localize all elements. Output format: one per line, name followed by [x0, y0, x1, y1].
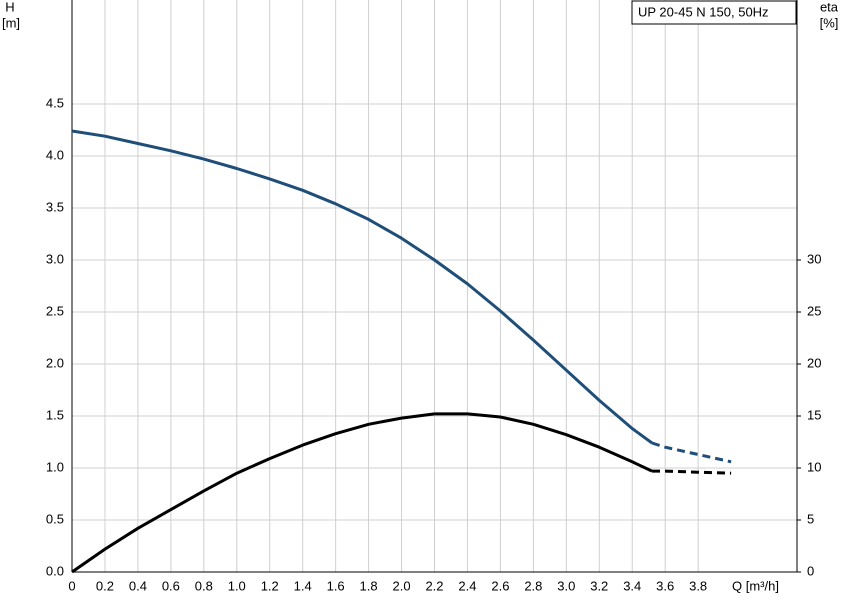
x-tick-label: 0.4: [129, 578, 147, 593]
x-tick-label: 0.2: [96, 578, 114, 593]
x-tick-label: 3.8: [689, 578, 707, 593]
y2-unit: [%]: [820, 15, 839, 30]
curve: [651, 441, 732, 464]
x-tick-label: 3.4: [623, 578, 641, 593]
y-unit: [m]: [2, 15, 20, 30]
y2-tick-label: 10: [807, 459, 821, 474]
x-tick-label: 3.2: [590, 578, 608, 593]
x-tick-label: 2.4: [458, 578, 476, 593]
y-tick-label: 2.5: [46, 303, 64, 318]
chart-title: UP 20-45 N 150, 50Hz: [638, 4, 769, 19]
y-tick-label: 3.0: [46, 251, 64, 266]
y-tick-label: 3.5: [46, 199, 64, 214]
x-tick-label: 1.6: [327, 578, 345, 593]
y-tick-label: 4.5: [46, 95, 64, 110]
y-tick-label: 0.5: [46, 511, 64, 526]
curve: [652, 469, 732, 475]
x-tick-label: 2.6: [491, 578, 509, 593]
curve: [71, 129, 653, 445]
x-tick-label: 1.0: [228, 578, 246, 593]
x-tick-label: 2.0: [393, 578, 411, 593]
y-tick-label: 1.5: [46, 407, 64, 422]
x-tick-label: 1.4: [294, 578, 312, 593]
x-tick-label: 0.8: [195, 578, 213, 593]
y-tick-label: 0.0: [46, 563, 64, 578]
y-tick-label: 1.0: [46, 459, 64, 474]
y-tick-label: 4.0: [46, 147, 64, 162]
x-tick-label: 1.8: [360, 578, 378, 593]
y2-tick-label: 15: [807, 407, 821, 422]
y2-tick-label: 0: [807, 563, 814, 578]
x-tick-label: 0: [68, 578, 75, 593]
y2-tick-label: 20: [807, 355, 821, 370]
x-tick-label: 0.6: [162, 578, 180, 593]
curve: [71, 412, 653, 574]
x-tick-label: 3.0: [557, 578, 575, 593]
x-label: Q [m³/h]: [732, 578, 779, 593]
x-tick-label: 3.6: [656, 578, 674, 593]
y2-tick-label: 5: [807, 511, 814, 526]
y-label: H: [5, 0, 14, 14]
x-tick-label: 2.8: [524, 578, 542, 593]
y2-tick-label: 25: [807, 303, 821, 318]
x-tick-label: 2.2: [425, 578, 443, 593]
y2-label: eta: [820, 0, 839, 14]
title-box: [631, 0, 797, 25]
y-tick-label: 2.0: [46, 355, 64, 370]
y2-tick-label: 30: [807, 251, 821, 266]
x-tick-label: 1.2: [261, 578, 279, 593]
